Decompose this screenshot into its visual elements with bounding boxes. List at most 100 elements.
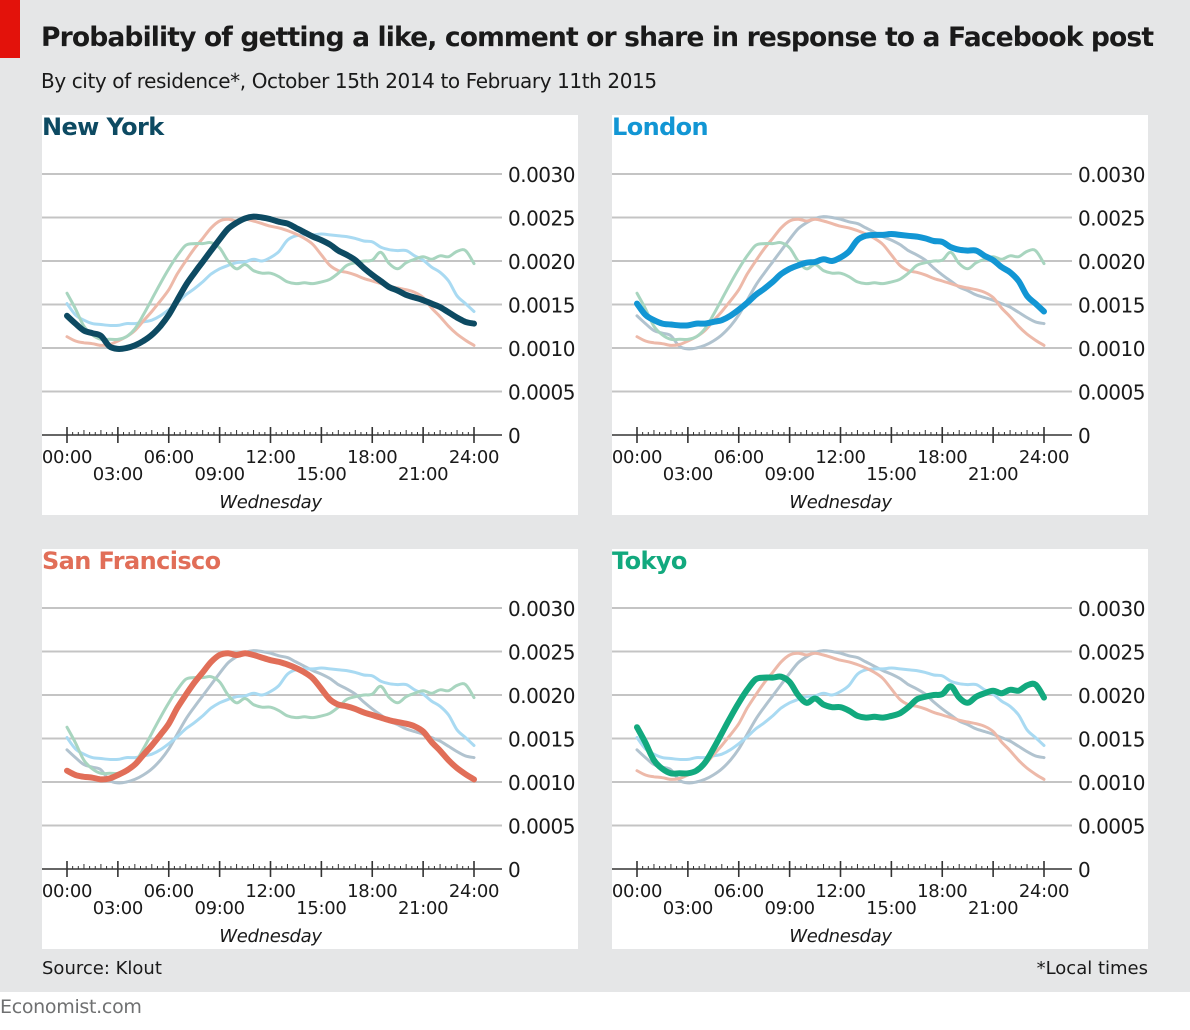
y-tick-label: 0.0005: [1078, 815, 1145, 839]
chart-subtitle: By city of residence*, October 15th 2014…: [41, 69, 657, 93]
panel-chart-svg: Tokyo 0 0.0005 0.0010 0.0015 0.0020 0.0025 0.00…: [612, 549, 1148, 949]
x-tick-label: 18:00: [917, 881, 967, 902]
y-tick-label: 0.0020: [508, 684, 575, 708]
economist-red-tab: [0, 0, 20, 58]
y-tick-label: 0.0025: [508, 641, 575, 665]
series-line-new-york-faded: [635, 215, 1046, 351]
series-line-tokyo: [634, 673, 1047, 777]
x-tick-label: 06:00: [144, 881, 194, 902]
chart-title: Probability of getting a like, comment o…: [41, 22, 1154, 53]
plot-background: [612, 549, 1148, 949]
x-tick-label: 18:00: [917, 447, 967, 468]
x-tick-label: 21:00: [968, 464, 1018, 485]
series-line-san-francisco: [64, 650, 477, 783]
x-tick-label: 15:00: [866, 464, 916, 485]
y-tick-label: 0.0015: [508, 728, 575, 752]
x-tick-label: 00:00: [612, 447, 662, 468]
plot-background: [612, 115, 1148, 515]
x-axis-day-label: Wednesday: [219, 492, 322, 513]
y-tick-label: 0.0015: [508, 294, 575, 318]
x-tick-label: 00:00: [42, 447, 92, 468]
panel-tokyo: Tokyo 0 0.0005 0.0010 0.0015 0.0020 0.0025 0.00…: [612, 549, 1148, 949]
x-tick-label: 06:00: [714, 881, 764, 902]
x-tick-label: 21:00: [398, 464, 448, 485]
x-tick-label: 12:00: [245, 881, 295, 902]
x-tick-label: 12:00: [245, 447, 295, 468]
x-tick-label: 12:00: [815, 447, 865, 468]
y-tick-label: 0.0030: [508, 597, 575, 621]
series-line-london: [634, 231, 1047, 329]
x-axis-day-label: Wednesday: [789, 492, 892, 513]
plot-background: [42, 549, 578, 949]
x-tick-label: 24:00: [449, 447, 499, 468]
x-tick-label: 24:00: [1019, 447, 1069, 468]
y-tick-label: 0.0030: [1078, 597, 1145, 621]
y-tick-label: 0.0005: [1078, 381, 1145, 405]
series-line-london-faded: [635, 666, 1046, 762]
panel-chart-svg: London 0 0.0005 0.0010 0.0015 0.0020 0.0025 0.0…: [612, 115, 1148, 515]
y-tick-label: 0.0005: [508, 381, 575, 405]
panel-title: San Francisco: [42, 549, 221, 575]
y-tick-label: 0.0010: [1078, 337, 1145, 361]
y-tick-label: 0.0020: [508, 250, 575, 274]
panel-san-francisco: San Francisco 0 0.0005 0.0010 0.0015 0.0020 0.…: [42, 549, 578, 949]
x-tick-label: 12:00: [815, 881, 865, 902]
y-tick-label: 0.0020: [1078, 684, 1145, 708]
x-tick-label: 00:00: [612, 881, 662, 902]
x-tick-label: 00:00: [42, 881, 92, 902]
x-tick-label: 24:00: [1019, 881, 1069, 902]
x-tick-label: 06:00: [144, 447, 194, 468]
series-line-new-york-faded: [635, 649, 1046, 785]
x-tick-label: 18:00: [347, 447, 397, 468]
x-tick-label: 03:00: [663, 464, 713, 485]
x-tick-label: 21:00: [968, 898, 1018, 919]
y-tick-label: 0.0010: [508, 337, 575, 361]
x-tick-label: 18:00: [347, 881, 397, 902]
x-tick-label: 15:00: [296, 464, 346, 485]
x-tick-label: 06:00: [714, 447, 764, 468]
y-tick-label: 0.0030: [508, 163, 575, 187]
y-tick-label: 0.0005: [508, 815, 575, 839]
y-tick-label: 0.0020: [1078, 250, 1145, 274]
panel-chart-svg: San Francisco 0 0.0005 0.0010 0.0015 0.0020 0.…: [42, 549, 578, 949]
x-tick-label: 03:00: [93, 464, 143, 485]
y-tick-label: 0.0025: [1078, 207, 1145, 231]
x-tick-label: 09:00: [764, 464, 814, 485]
panel-chart-svg: New York 0 0.0005 0.0010 0.0015 0.0020 0.0025 0…: [42, 115, 578, 515]
panel-new-york: New York 0 0.0005 0.0010 0.0015 0.0020 0.0025 0…: [42, 115, 578, 515]
x-tick-label: 09:00: [194, 464, 244, 485]
series-line-new-york: [64, 213, 477, 352]
series-line-tokyo-faded: [635, 241, 1046, 342]
panel-london: London 0 0.0005 0.0010 0.0015 0.0020 0.0025 0.0…: [612, 115, 1148, 515]
x-axis-day-label: Wednesday: [219, 926, 322, 947]
x-tick-label: 24:00: [449, 881, 499, 902]
plot-background: [42, 115, 578, 515]
series-line-london-faded: [65, 232, 476, 328]
economist-brand: Economist.com: [0, 996, 142, 1018]
series-line-london-faded: [65, 666, 476, 762]
x-tick-label: 03:00: [663, 898, 713, 919]
y-tick-label: 0: [508, 424, 520, 448]
series-line-new-york-faded: [65, 649, 476, 785]
x-axis-day-label: Wednesday: [789, 926, 892, 947]
y-tick-label: 0.0030: [1078, 163, 1145, 187]
local-times-note: *Local times: [1036, 958, 1148, 979]
y-tick-label: 0.0025: [1078, 641, 1145, 665]
y-tick-label: 0: [1078, 424, 1090, 448]
y-tick-label: 0: [508, 858, 520, 882]
panel-title: New York: [42, 115, 165, 141]
y-tick-label: 0: [1078, 858, 1090, 882]
x-tick-label: 09:00: [194, 898, 244, 919]
y-tick-label: 0.0010: [508, 771, 575, 795]
x-tick-label: 21:00: [398, 898, 448, 919]
y-tick-label: 0.0015: [1078, 294, 1145, 318]
panel-title: London: [612, 115, 708, 141]
source-note: Source: Klout: [42, 958, 162, 979]
x-tick-label: 15:00: [866, 898, 916, 919]
y-tick-label: 0.0015: [1078, 728, 1145, 752]
series-line-tokyo-faded: [65, 241, 476, 342]
x-tick-label: 15:00: [296, 898, 346, 919]
y-tick-label: 0.0025: [508, 207, 575, 231]
x-tick-label: 03:00: [93, 898, 143, 919]
y-tick-label: 0.0010: [1078, 771, 1145, 795]
